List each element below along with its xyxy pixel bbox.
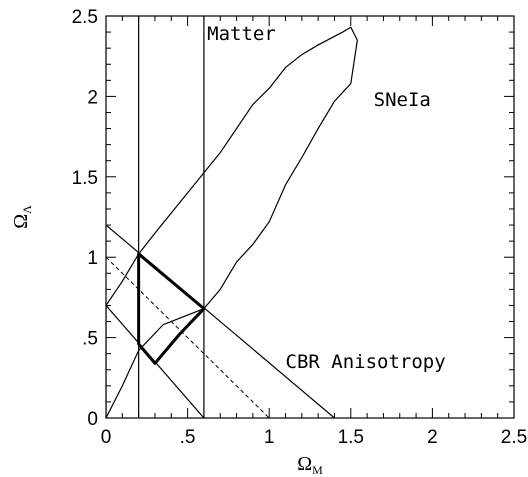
y-tick-label: 1.5 xyxy=(72,168,98,189)
y-tick-label: .5 xyxy=(82,329,98,350)
x-tick-label: 2.5 xyxy=(501,427,527,448)
annotation-label: SNeIa xyxy=(374,89,431,111)
axis-ticks: 0 .5 1 1.5 2 2.5 0 .5 1 1.5 2 2.5 xyxy=(72,7,528,448)
y-tick-label: 2.5 xyxy=(72,7,98,28)
x-tick-label: 2 xyxy=(427,427,438,448)
series-line-2 xyxy=(106,26,358,418)
x-tick-label: .5 xyxy=(180,427,196,448)
x-axis-label: ΩM xyxy=(297,453,323,477)
series-line-6 xyxy=(137,252,206,365)
series-line-5 xyxy=(106,256,270,418)
x-tick-label: 0 xyxy=(101,427,112,448)
annotations: Matter SNeIa CBR Anisotropy xyxy=(207,23,445,373)
x-tick-label: 1.5 xyxy=(338,427,364,448)
y-tick-label: 2 xyxy=(87,87,98,108)
annotation-label: Matter xyxy=(207,23,276,45)
plot-frame xyxy=(105,15,515,419)
y-axis-label: ΩΛ xyxy=(10,205,34,229)
x-tick-label: 1 xyxy=(264,427,275,448)
axis-labels: ΩM ΩΛ xyxy=(10,205,323,477)
plot-data xyxy=(106,16,358,418)
y-tick-label: 0 xyxy=(87,409,98,430)
y-tick-label: 1 xyxy=(87,248,98,269)
annotation-label: CBR Anisotropy xyxy=(286,351,446,373)
